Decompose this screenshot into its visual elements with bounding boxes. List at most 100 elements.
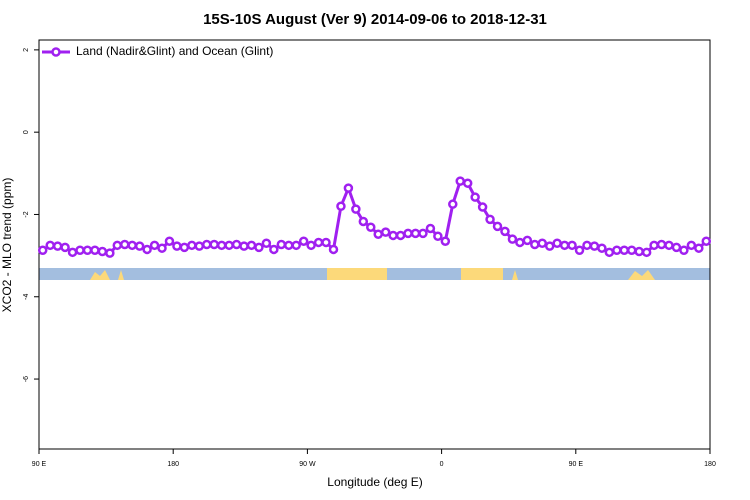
data-point [306, 240, 316, 251]
data-point [45, 240, 55, 251]
data-point [559, 240, 570, 251]
data-point [142, 244, 152, 255]
data-point [291, 240, 301, 251]
data-point [231, 239, 242, 250]
data-point [612, 245, 622, 256]
y-tick-label: -2 [23, 211, 30, 217]
data-point [194, 241, 205, 251]
data-point [530, 239, 540, 250]
x-tick-label: 90 E [569, 461, 584, 468]
legend-marker [51, 47, 61, 57]
data-point [440, 236, 451, 246]
data-point [157, 243, 167, 253]
data-point [492, 221, 503, 232]
y-tick-label: -4 [23, 294, 30, 300]
data-point [284, 240, 294, 251]
y-axis-label: XCO2 - MLO trend (ppm) [0, 178, 14, 313]
data-point [462, 178, 473, 188]
data-point [455, 176, 465, 186]
data-point [149, 240, 160, 251]
data-point [485, 214, 495, 225]
data-point [500, 226, 510, 237]
data-point [619, 245, 630, 256]
data-point [343, 183, 354, 193]
data-point [701, 236, 712, 246]
data-point [321, 237, 331, 248]
data-point [82, 245, 93, 256]
data-point [261, 238, 272, 249]
x-tick-label: 0 [440, 461, 444, 468]
data-point [67, 247, 78, 258]
data-point [604, 247, 615, 258]
plot-frame [38, 39, 711, 450]
data-point [239, 241, 249, 251]
data-point [656, 239, 667, 250]
data-point [597, 243, 607, 253]
data-point [388, 230, 398, 241]
data-point [75, 245, 85, 256]
data-point [686, 240, 697, 251]
chart-title: 15S-10S August (Ver 9) 2014-09-06 to 201… [203, 11, 547, 28]
data-point [179, 242, 190, 253]
data-point [298, 236, 309, 246]
data-point [679, 245, 689, 256]
data-point [433, 231, 443, 242]
land-ocean-strip [39, 268, 710, 280]
data-point [664, 240, 674, 251]
data-point [60, 242, 70, 253]
data-point [522, 235, 533, 246]
data-point [694, 243, 704, 253]
x-tick-label: 180 [704, 461, 716, 468]
data-point [209, 239, 219, 250]
data-point [202, 239, 212, 250]
data-point [328, 244, 339, 255]
data-point [216, 240, 227, 251]
data-point [224, 240, 234, 251]
data-point [134, 241, 145, 251]
y-tick-label: -6 [23, 376, 30, 382]
data-point [97, 246, 108, 257]
data-point [112, 240, 123, 251]
data-point [276, 239, 287, 250]
data-point [470, 192, 480, 202]
legend-label: Land (Nadir&Glint) and Ocean (Glint) [76, 44, 273, 58]
data-point [366, 222, 376, 232]
data-point [269, 244, 279, 255]
data-point [246, 240, 257, 251]
x-tick-label: 90 E [32, 461, 47, 468]
data-point [358, 216, 369, 227]
data-point [164, 236, 175, 246]
x-tick-label: 90 W [299, 461, 316, 468]
data-point [634, 246, 644, 257]
data-point [254, 242, 264, 253]
data-point [127, 240, 137, 251]
data-point [119, 239, 130, 250]
data-point [90, 245, 100, 256]
data-point [507, 234, 518, 244]
data-point [172, 241, 182, 251]
data-point [395, 230, 406, 241]
data-point [105, 248, 115, 258]
data-point [425, 223, 436, 234]
data-point [187, 240, 197, 251]
data-point [626, 245, 637, 256]
data-point [537, 238, 547, 249]
y-tick-label: 0 [23, 130, 30, 134]
data-point [351, 204, 361, 214]
data-point [567, 240, 577, 251]
data-point [380, 227, 391, 237]
data-point [313, 237, 324, 248]
data-point [671, 242, 682, 253]
data-point [477, 202, 488, 212]
data-point [552, 238, 562, 249]
data-point [336, 201, 346, 211]
data-point [582, 240, 592, 251]
data-point [589, 241, 600, 251]
data-point [649, 240, 659, 251]
data-point [574, 245, 585, 256]
data-point [410, 228, 421, 239]
data-point [544, 241, 555, 251]
x-tick-label: 180 [167, 461, 179, 468]
data-point [641, 247, 652, 258]
